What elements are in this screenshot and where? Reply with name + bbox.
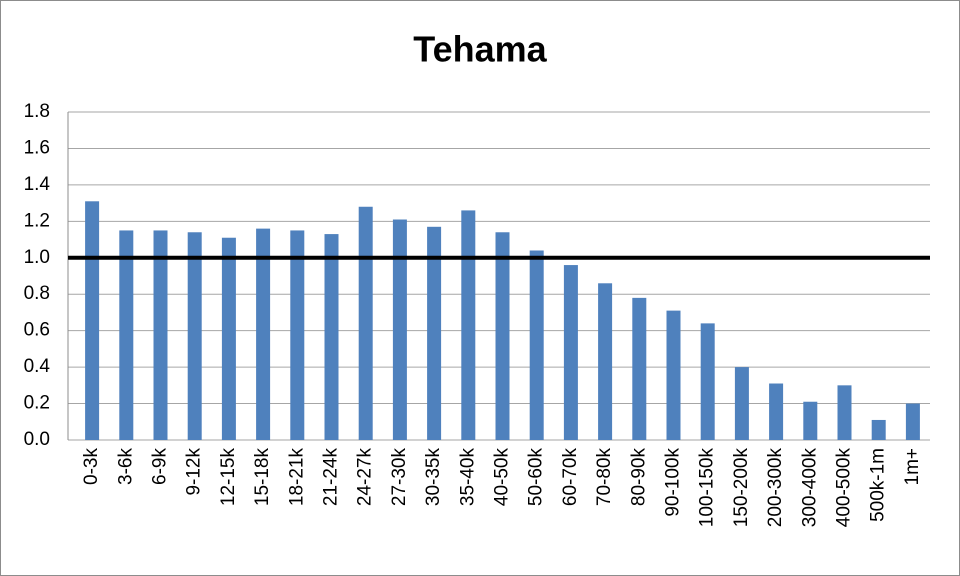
bar	[905, 403, 920, 440]
x-tick-label: 3-6k	[115, 448, 136, 485]
bar	[153, 230, 168, 440]
y-tick-label: 1.4	[24, 174, 51, 195]
x-tick-label: 40-50k	[492, 448, 513, 507]
y-tick-label: 1.0	[24, 247, 50, 268]
x-tick-label: 100-150k	[697, 448, 718, 528]
y-tick-label: 0.6	[24, 320, 50, 341]
bar	[290, 230, 305, 440]
x-tick-label: 150-200k	[731, 448, 752, 528]
y-tick-label: 1.8	[24, 101, 50, 122]
x-tick-label: 35-40k	[457, 448, 478, 507]
bar	[495, 232, 510, 440]
x-tick-label: 6-9k	[150, 448, 171, 485]
bar	[85, 201, 100, 440]
x-tick-label: 12-15k	[218, 448, 239, 507]
x-tick-label: 27-30k	[389, 448, 410, 507]
x-tick-label: 1m+	[902, 448, 923, 486]
x-tick-label: 500k-1m	[868, 448, 889, 522]
bar	[119, 230, 134, 440]
bar	[187, 232, 202, 440]
x-tick-label: 70-80k	[594, 448, 615, 507]
bar	[803, 401, 818, 440]
bar	[461, 210, 476, 440]
x-tick-label: 18-21k	[286, 448, 307, 507]
y-tick-label: 0.0	[24, 429, 50, 450]
x-tick-label: 15-18k	[252, 448, 273, 507]
x-tick-label: 50-60k	[526, 448, 547, 507]
x-tick-label: 24-27k	[355, 448, 376, 507]
x-tick-label: 9-12k	[184, 448, 205, 496]
x-tick-label: 90-100k	[663, 448, 684, 517]
x-tick-label: 30-35k	[423, 448, 444, 507]
x-tick-label: 21-24k	[321, 448, 342, 507]
x-tick-label: 80-90k	[628, 448, 649, 507]
bar	[427, 226, 442, 440]
bar	[392, 219, 407, 440]
chart-title: Tehama	[413, 29, 547, 70]
bar	[324, 234, 339, 440]
y-tick-label: 1.6	[24, 137, 50, 158]
bar	[769, 383, 784, 440]
bar	[837, 385, 852, 440]
x-tick-label: 200-300k	[765, 448, 786, 528]
bar	[256, 228, 271, 440]
bar	[598, 283, 613, 440]
y-tick-label: 1.2	[24, 210, 50, 231]
x-tick-label: 300-400k	[799, 448, 820, 528]
bar	[221, 237, 236, 440]
y-tick-label: 0.2	[24, 393, 50, 414]
bar	[358, 206, 373, 440]
bar	[529, 250, 544, 440]
x-tick-label: 0-3k	[81, 448, 102, 485]
bar	[734, 367, 749, 440]
x-tick-label: 400-500k	[834, 448, 855, 528]
bar	[700, 323, 715, 440]
y-tick-label: 0.8	[24, 283, 50, 304]
x-tick-label: 60-70k	[560, 448, 581, 507]
bar	[632, 297, 647, 440]
y-tick-label: 0.4	[24, 356, 51, 377]
bar	[666, 310, 681, 440]
bar	[563, 265, 578, 440]
bar	[871, 419, 886, 440]
